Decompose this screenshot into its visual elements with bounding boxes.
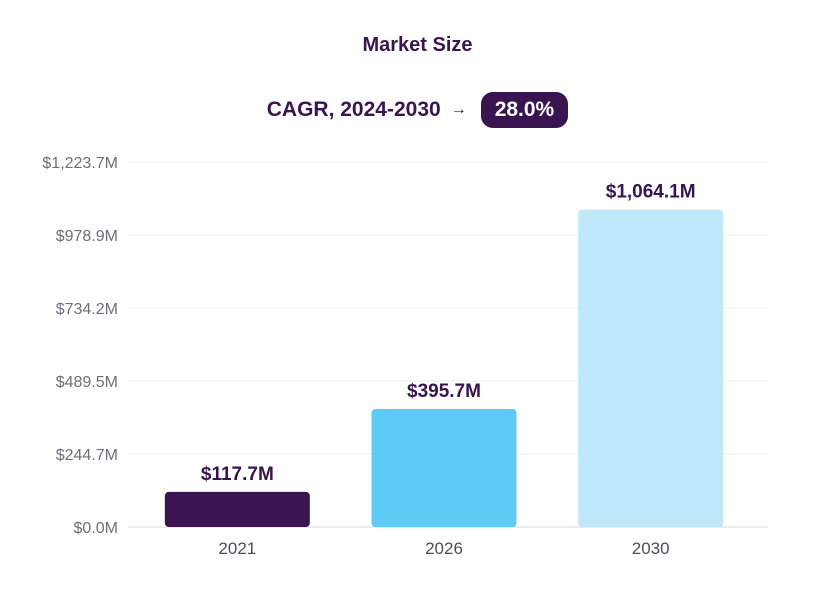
y-axis-ticks: $0.0M $244.7M $489.5M $734.2M $978.9M $1,223.…	[42, 155, 118, 537]
bar-2026	[371, 408, 517, 527]
chart-title: Market Size	[362, 34, 473, 56]
x-tick-label: 2021	[218, 539, 256, 558]
y-tick-label: $489.5M	[56, 374, 118, 391]
data-label: $395.7M	[407, 381, 481, 402]
data-labels: $117.7M $395.7M $1,064.1M	[201, 182, 696, 485]
bar-2030	[578, 209, 724, 528]
x-tick-label: 2030	[632, 539, 670, 558]
x-axis-ticks: 2021 2026 2030	[218, 539, 669, 558]
bars	[164, 209, 724, 528]
cagr-label: CAGR, 2024-2030	[266, 98, 441, 121]
y-tick-label: $0.0M	[74, 520, 118, 537]
y-tick-label: $244.7M	[56, 447, 118, 464]
cagr-value-badge: 28.0%	[480, 92, 569, 128]
data-label: $1,064.1M	[606, 182, 696, 203]
y-tick-label: $734.2M	[56, 301, 118, 318]
x-tick-label: 2026	[425, 539, 463, 558]
y-tick-label: $978.9M	[56, 228, 118, 245]
arrow-right-icon: →	[450, 101, 467, 118]
y-tick-label: $1,223.7M	[42, 155, 118, 172]
bar-2021	[164, 491, 310, 527]
cagr-row: CAGR, 2024-2030 → 28.0%	[0, 92, 835, 128]
data-label: $117.7M	[201, 464, 274, 485]
